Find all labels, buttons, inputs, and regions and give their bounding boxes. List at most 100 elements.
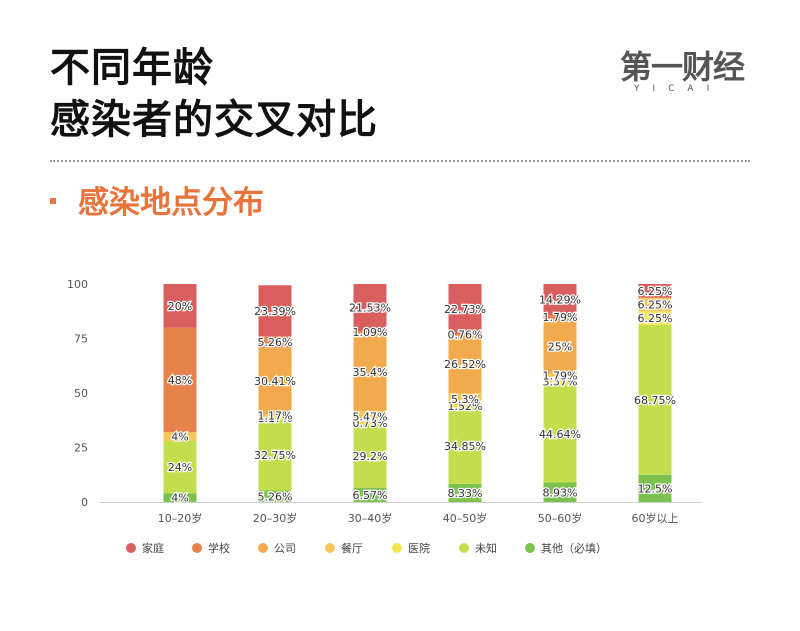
bar-segment [638, 324, 672, 475]
title-line-1: 不同年龄 [50, 45, 214, 91]
bar-segment [448, 407, 482, 484]
data-label: 8.93% [543, 486, 578, 499]
bar-segment [258, 336, 292, 348]
y-tick-label: 100 [67, 278, 88, 291]
bar-segment [258, 419, 292, 491]
data-label: 1.17% [258, 409, 293, 422]
bar-segment [353, 422, 387, 425]
bar-segment [448, 393, 482, 405]
data-label: 6.57% [353, 489, 388, 502]
data-label: 12.5% [638, 482, 673, 495]
x-tick-label: 50–60岁 [538, 511, 583, 525]
legend-swatch [192, 543, 202, 553]
legend-label: 家庭 [142, 541, 164, 555]
brand-logo: 第一财经 YICAI [620, 50, 760, 98]
bar-segment [353, 333, 387, 411]
data-label: 14.29% [539, 294, 581, 307]
y-tick-label: 25 [74, 442, 88, 455]
x-tick-label: 30–40岁 [348, 511, 393, 525]
bar-segment [448, 404, 482, 408]
data-label: 1.52% [448, 400, 483, 413]
legend-swatch [258, 543, 268, 553]
legend-swatch [325, 543, 335, 553]
bar-segment [353, 284, 387, 331]
data-label: 3.57% [543, 375, 578, 388]
bar-segment [258, 285, 292, 337]
bar-segment [543, 482, 577, 502]
legend-swatch [392, 543, 402, 553]
section-bullet-icon [50, 197, 56, 204]
data-label: 34.85% [444, 440, 486, 453]
data-label: 5.26% [258, 336, 293, 349]
bar-segment [163, 440, 197, 494]
bar-segment [353, 487, 387, 502]
bar-segment [258, 347, 292, 415]
data-label: 20% [168, 300, 192, 313]
bar-segment [163, 432, 197, 441]
data-label: 6.25% [638, 285, 673, 298]
bar-segment [163, 284, 197, 328]
data-label: 8.33% [448, 487, 483, 500]
data-label: 29.2% [353, 450, 388, 463]
y-tick-label: 0 [81, 496, 88, 509]
section-title: 感染地点分布 [78, 185, 264, 221]
data-label: 26.52% [444, 358, 486, 371]
legend-label: 医院 [408, 541, 430, 555]
data-label: 1.79% [543, 369, 578, 382]
dotted-divider [50, 160, 750, 162]
data-label: 4% [171, 492, 188, 505]
x-tick-label: 40–50岁 [443, 511, 488, 525]
data-label: 5.47% [353, 410, 388, 423]
legend-label: 其他（必填） [541, 541, 607, 555]
bar-segment [163, 327, 197, 433]
bar-segment [258, 490, 292, 502]
bar-segment [163, 493, 197, 502]
data-label: 30.41% [254, 375, 296, 388]
data-label: 25% [548, 340, 572, 353]
data-label: 68.75% [634, 394, 676, 407]
bar-segment [638, 474, 672, 502]
legend-swatch [126, 543, 136, 553]
bar-segment [638, 311, 672, 325]
legend-swatch [459, 543, 469, 553]
legend-label: 学校 [208, 541, 230, 555]
data-label: 0.76% [448, 328, 483, 341]
bar-segment [448, 483, 482, 502]
legend-label: 公司 [274, 542, 296, 555]
bar-segment [543, 319, 577, 374]
bar-segment [638, 297, 672, 312]
legend-swatch [525, 543, 535, 553]
y-tick-label: 75 [74, 333, 88, 346]
bar-segment [543, 315, 577, 320]
data-label: 6.25% [638, 298, 673, 311]
bar-segment [353, 424, 387, 488]
legend-label: 未知 [475, 541, 497, 555]
data-label: 35.4% [353, 366, 388, 379]
data-label: 1.09% [353, 326, 388, 339]
data-label: 6.25% [638, 312, 673, 325]
bar-segment [543, 385, 577, 483]
bar-segment [353, 410, 387, 423]
title-line-2: 感染者的交叉对比 [50, 97, 378, 143]
bar-segment [543, 283, 577, 316]
data-label: 32.75% [254, 449, 296, 462]
data-label: 23.39% [254, 305, 296, 318]
y-tick-label: 50 [74, 387, 88, 400]
x-tick-label: 60岁以上 [632, 511, 679, 525]
data-label: 4% [171, 431, 188, 444]
data-label: 1.79% [543, 311, 578, 324]
brand-sub: YICAI [634, 84, 723, 94]
data-label: 0.73% [353, 417, 388, 430]
brand-name: 第一财经 [620, 48, 745, 86]
section-heading: 感染地点分布 [50, 183, 264, 223]
data-label: 48% [168, 374, 192, 387]
bar-segment [353, 330, 387, 334]
data-label: 5.26% [258, 490, 293, 503]
bar-segment [258, 414, 292, 417]
data-label: 5.3% [451, 393, 479, 406]
x-tick-label: 10–20岁 [158, 511, 203, 525]
bar-segment [258, 416, 292, 420]
bar-segment [543, 373, 577, 378]
x-tick-label: 20–30岁 [253, 511, 298, 525]
